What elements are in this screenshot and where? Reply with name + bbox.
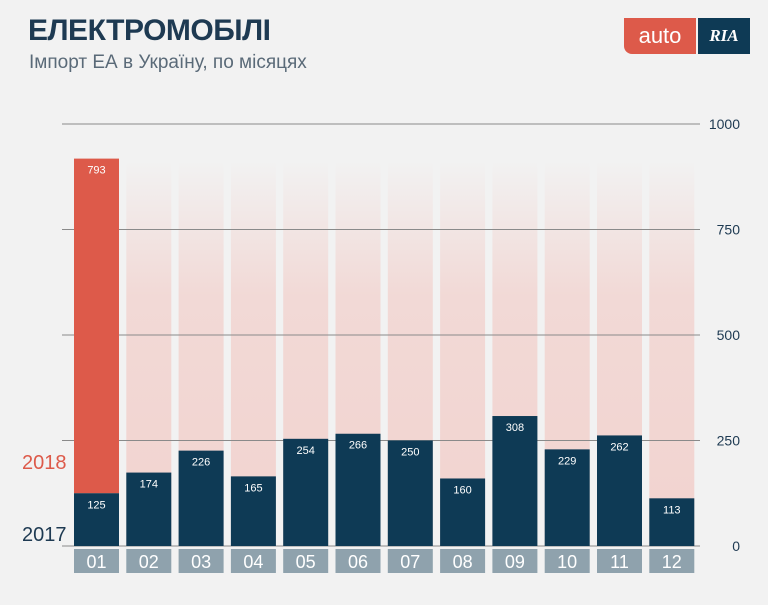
data-label-2017: 229 — [558, 455, 576, 467]
x-tick-box — [387, 549, 433, 573]
autoria-logo: auto RIA — [624, 18, 750, 54]
bar-2017 — [440, 478, 486, 546]
data-label-2017: 174 — [140, 479, 158, 491]
y-tick-label: 0 — [732, 538, 740, 554]
logo-auto: auto — [624, 18, 696, 54]
y-tick-label: 250 — [717, 433, 741, 449]
data-label-2018: 793 — [87, 165, 105, 177]
data-label-2017: 266 — [349, 440, 367, 452]
x-tick-label: 02 — [139, 552, 159, 572]
legend-2017: 2017 — [22, 524, 67, 546]
page-title: ЕЛЕКТРОМОБІЛІ — [28, 14, 271, 47]
x-tick-box — [544, 549, 590, 573]
bar-2018 — [74, 158, 119, 494]
x-tick-label: 06 — [348, 552, 368, 572]
x-tick-label: 08 — [453, 552, 473, 572]
data-label-2017: 262 — [610, 441, 628, 453]
bar-2017 — [230, 476, 276, 546]
data-label-2017: 160 — [453, 484, 471, 496]
x-tick-label: 05 — [296, 552, 316, 572]
x-tick-label: 11 — [610, 552, 629, 572]
data-label-2017: 254 — [297, 445, 315, 457]
y-tick-label: 1000 — [709, 116, 740, 132]
data-label-2017: 308 — [506, 422, 524, 434]
x-tick-label: 07 — [400, 552, 420, 572]
x-tick-box — [597, 549, 642, 573]
x-tick-label: 03 — [191, 552, 211, 572]
x-tick-box — [74, 549, 119, 573]
bar-2017 — [335, 433, 381, 546]
x-tick-box — [440, 549, 486, 573]
legend-2018: 2018 — [22, 452, 67, 474]
bar-2017 — [544, 449, 590, 546]
x-tick-box — [230, 549, 276, 573]
x-tick-box — [178, 549, 224, 573]
x-tick-box — [492, 549, 538, 573]
x-tick-label: 10 — [557, 552, 577, 572]
x-tick-box — [649, 549, 695, 573]
x-tick-label: 09 — [505, 552, 525, 572]
bar-2017 — [387, 440, 433, 546]
x-tick-box — [335, 549, 381, 573]
logo-ria: RIA — [698, 18, 750, 54]
bar-2017 — [126, 472, 172, 546]
data-label-2017: 226 — [192, 457, 210, 469]
x-tick-label: 04 — [243, 552, 263, 572]
y-tick-label: 750 — [717, 222, 741, 238]
page-subtitle: Імпорт ЕА в Україну, по місяцях — [29, 52, 307, 73]
bar-2017 — [74, 493, 119, 546]
x-tick-box — [283, 549, 329, 573]
bar-2017 — [283, 438, 329, 546]
bar-2017 — [597, 435, 642, 546]
y-tick-label: 500 — [717, 327, 741, 343]
bar-2017 — [649, 498, 695, 546]
bar-2017 — [492, 416, 538, 546]
data-label-2017: 250 — [401, 447, 419, 459]
data-label-2017: 165 — [244, 482, 262, 494]
data-label-2017: 113 — [663, 504, 681, 516]
bar-2017 — [178, 450, 224, 546]
data-label-2017: 125 — [87, 499, 105, 511]
x-tick-label: 01 — [86, 552, 106, 572]
x-tick-label: 12 — [662, 552, 682, 572]
x-tick-box — [126, 549, 172, 573]
bar-background — [649, 160, 695, 546]
